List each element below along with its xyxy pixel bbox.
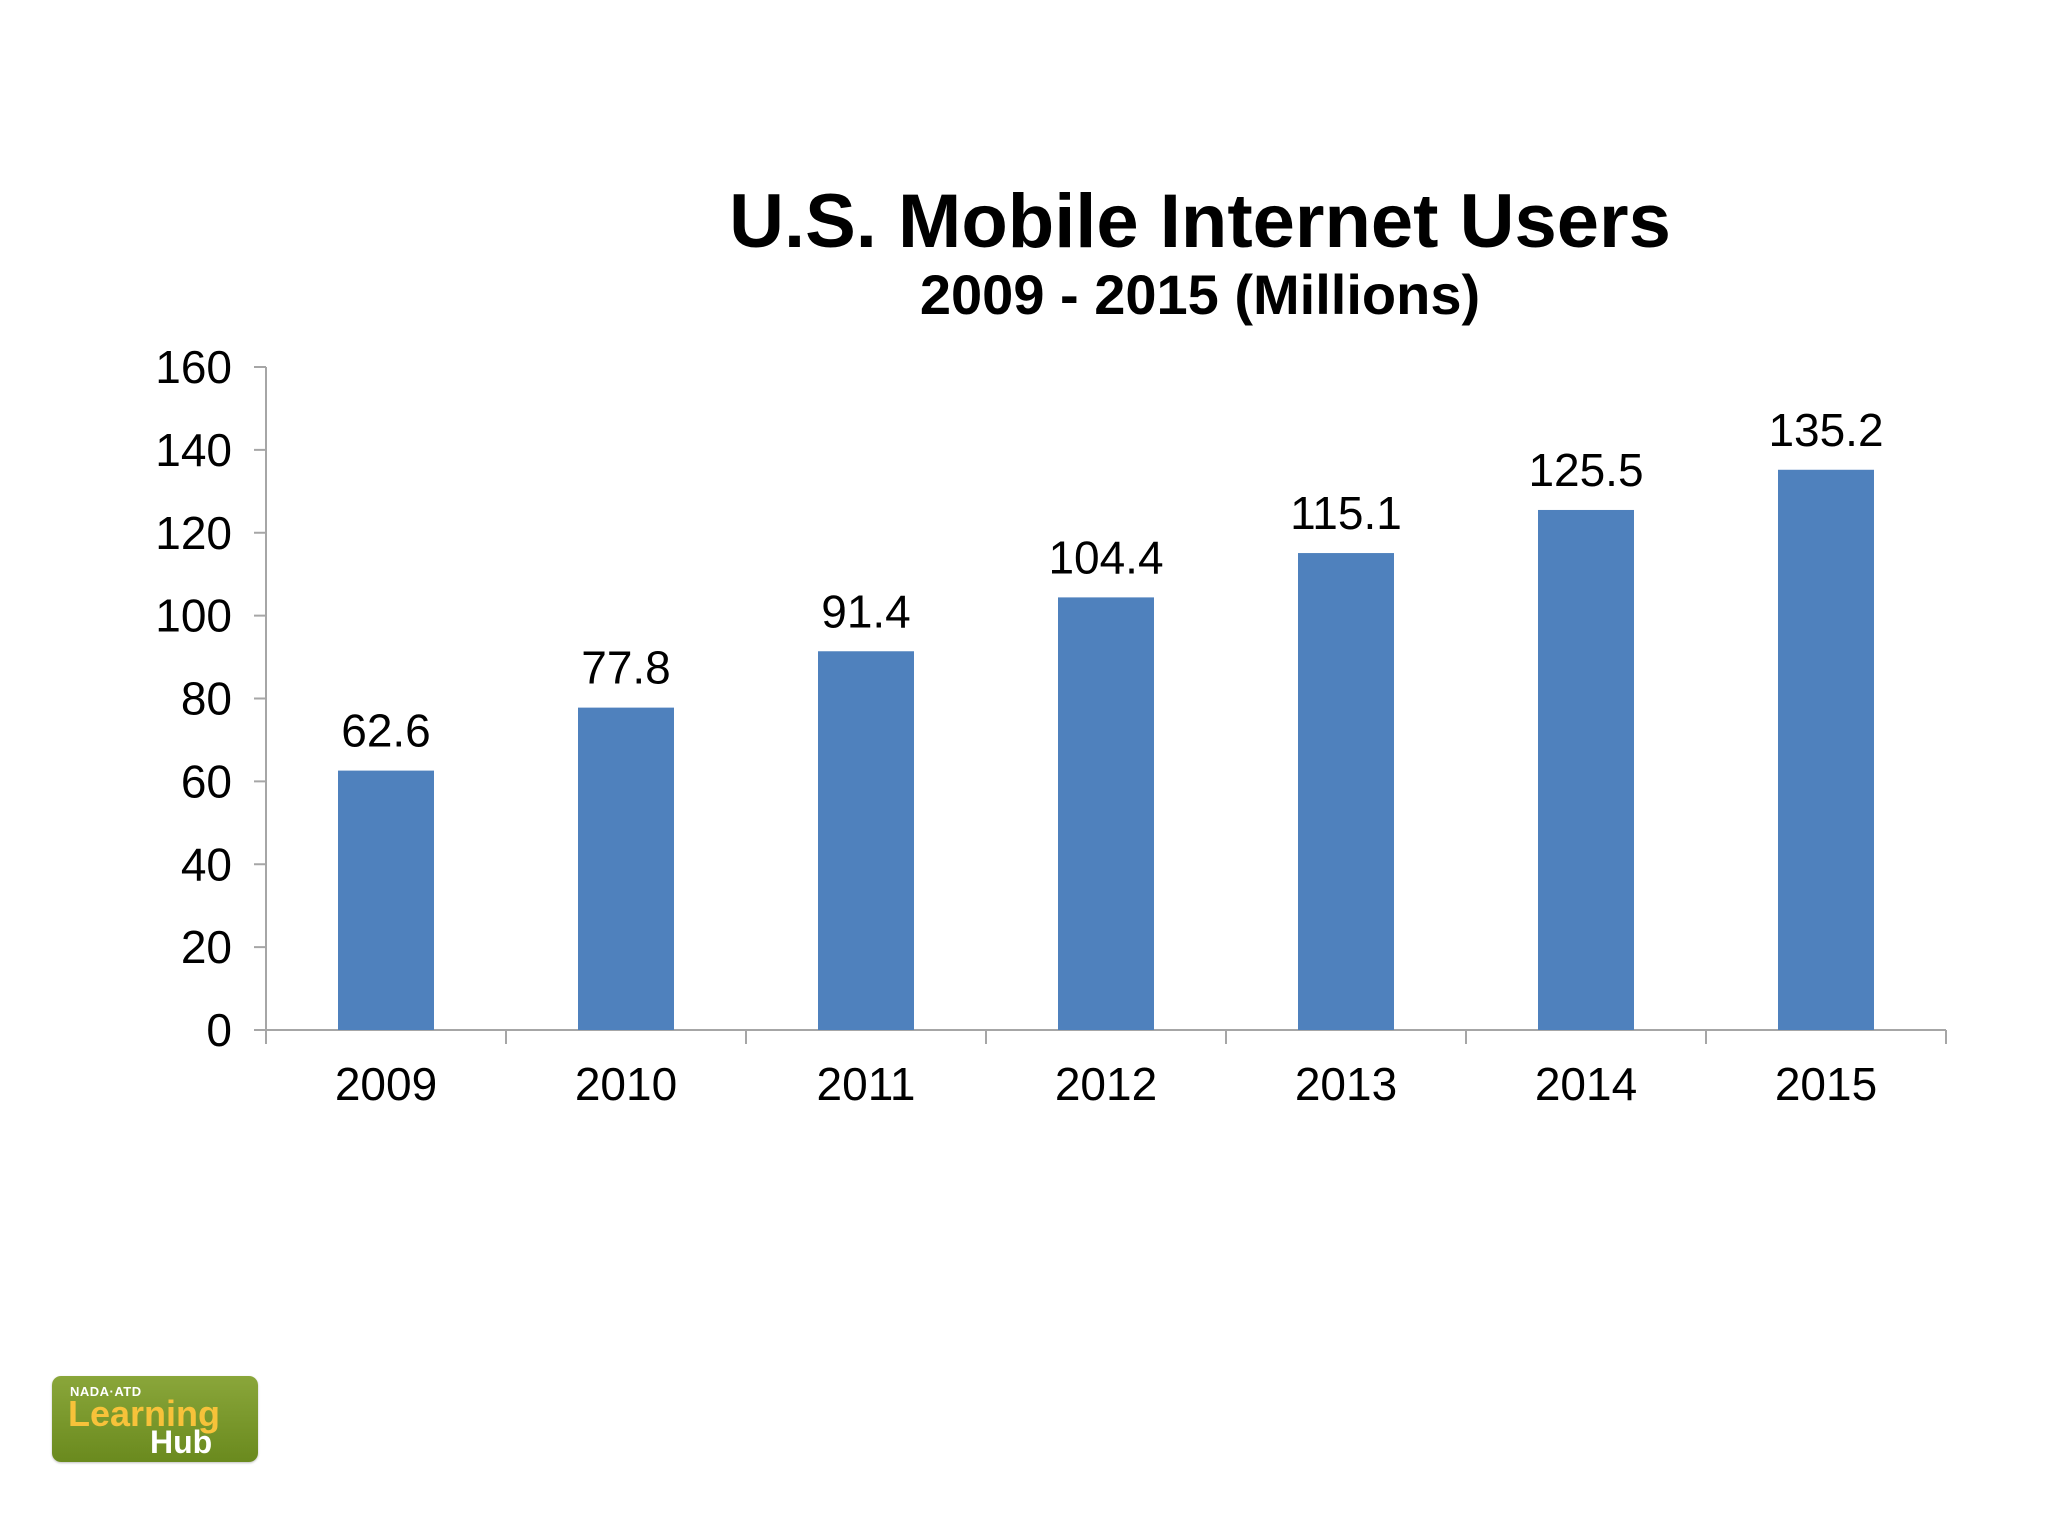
data-label: 77.8 <box>581 642 671 694</box>
x-tick-label: 2011 <box>817 1058 916 1110</box>
x-tick-label: 2013 <box>1295 1058 1397 1110</box>
x-tick-label: 2015 <box>1775 1058 1877 1110</box>
data-label: 62.6 <box>341 705 431 757</box>
data-label: 91.4 <box>821 585 911 637</box>
chart-subtitle: 2009 - 2015 (Millions) <box>919 262 1481 326</box>
y-tick-label: 60 <box>181 755 232 807</box>
data-label: 115.1 <box>1290 487 1402 539</box>
y-tick-label: 20 <box>181 921 232 973</box>
chart-title: U.S. Mobile Internet Users <box>729 179 1671 264</box>
x-axis: 2009 2010 2011 2012 2013 2014 2015 <box>265 1029 1947 1110</box>
y-tick-label: 40 <box>181 838 232 890</box>
bars <box>338 469 1874 1031</box>
y-tick-label: 120 <box>155 507 232 559</box>
y-axis: 0 20 40 60 80 100 120 140 160 <box>155 341 267 1056</box>
logo-main-text: Learning <box>68 1393 221 1434</box>
data-label: 104.4 <box>1048 531 1163 583</box>
bar <box>1298 553 1394 1030</box>
y-tick-label: 0 <box>206 1004 232 1056</box>
x-tick-label: 2014 <box>1535 1058 1637 1110</box>
chart-title-block: U.S. Mobile Internet Users 2009 - 2015 (… <box>560 180 1840 325</box>
x-tick-label: 2010 <box>575 1058 677 1110</box>
bar <box>1058 597 1154 1030</box>
bar <box>1778 469 1874 1030</box>
value-labels: 62.6 77.8 91.4 104.4 115.1 125.5 135.2 <box>341 404 1883 757</box>
bar <box>338 770 434 1030</box>
x-tick-label: 2009 <box>335 1058 437 1110</box>
y-tick-label: 100 <box>155 590 232 642</box>
y-tick-label: 160 <box>155 341 232 393</box>
y-tick-label: 80 <box>181 673 232 725</box>
learning-hub-logo: NADA·ATD Learning Hub <box>52 1376 258 1462</box>
data-label: 135.2 <box>1768 404 1883 456</box>
x-tick-label: 2012 <box>1055 1058 1157 1110</box>
logo-sub-text: Hub <box>150 1424 213 1460</box>
y-tick-label: 140 <box>155 424 232 476</box>
data-label: 125.5 <box>1528 444 1643 496</box>
bar <box>578 707 674 1030</box>
bar <box>1538 509 1634 1031</box>
logo-top-text: NADA·ATD <box>70 1384 142 1399</box>
bar <box>818 651 914 1030</box>
